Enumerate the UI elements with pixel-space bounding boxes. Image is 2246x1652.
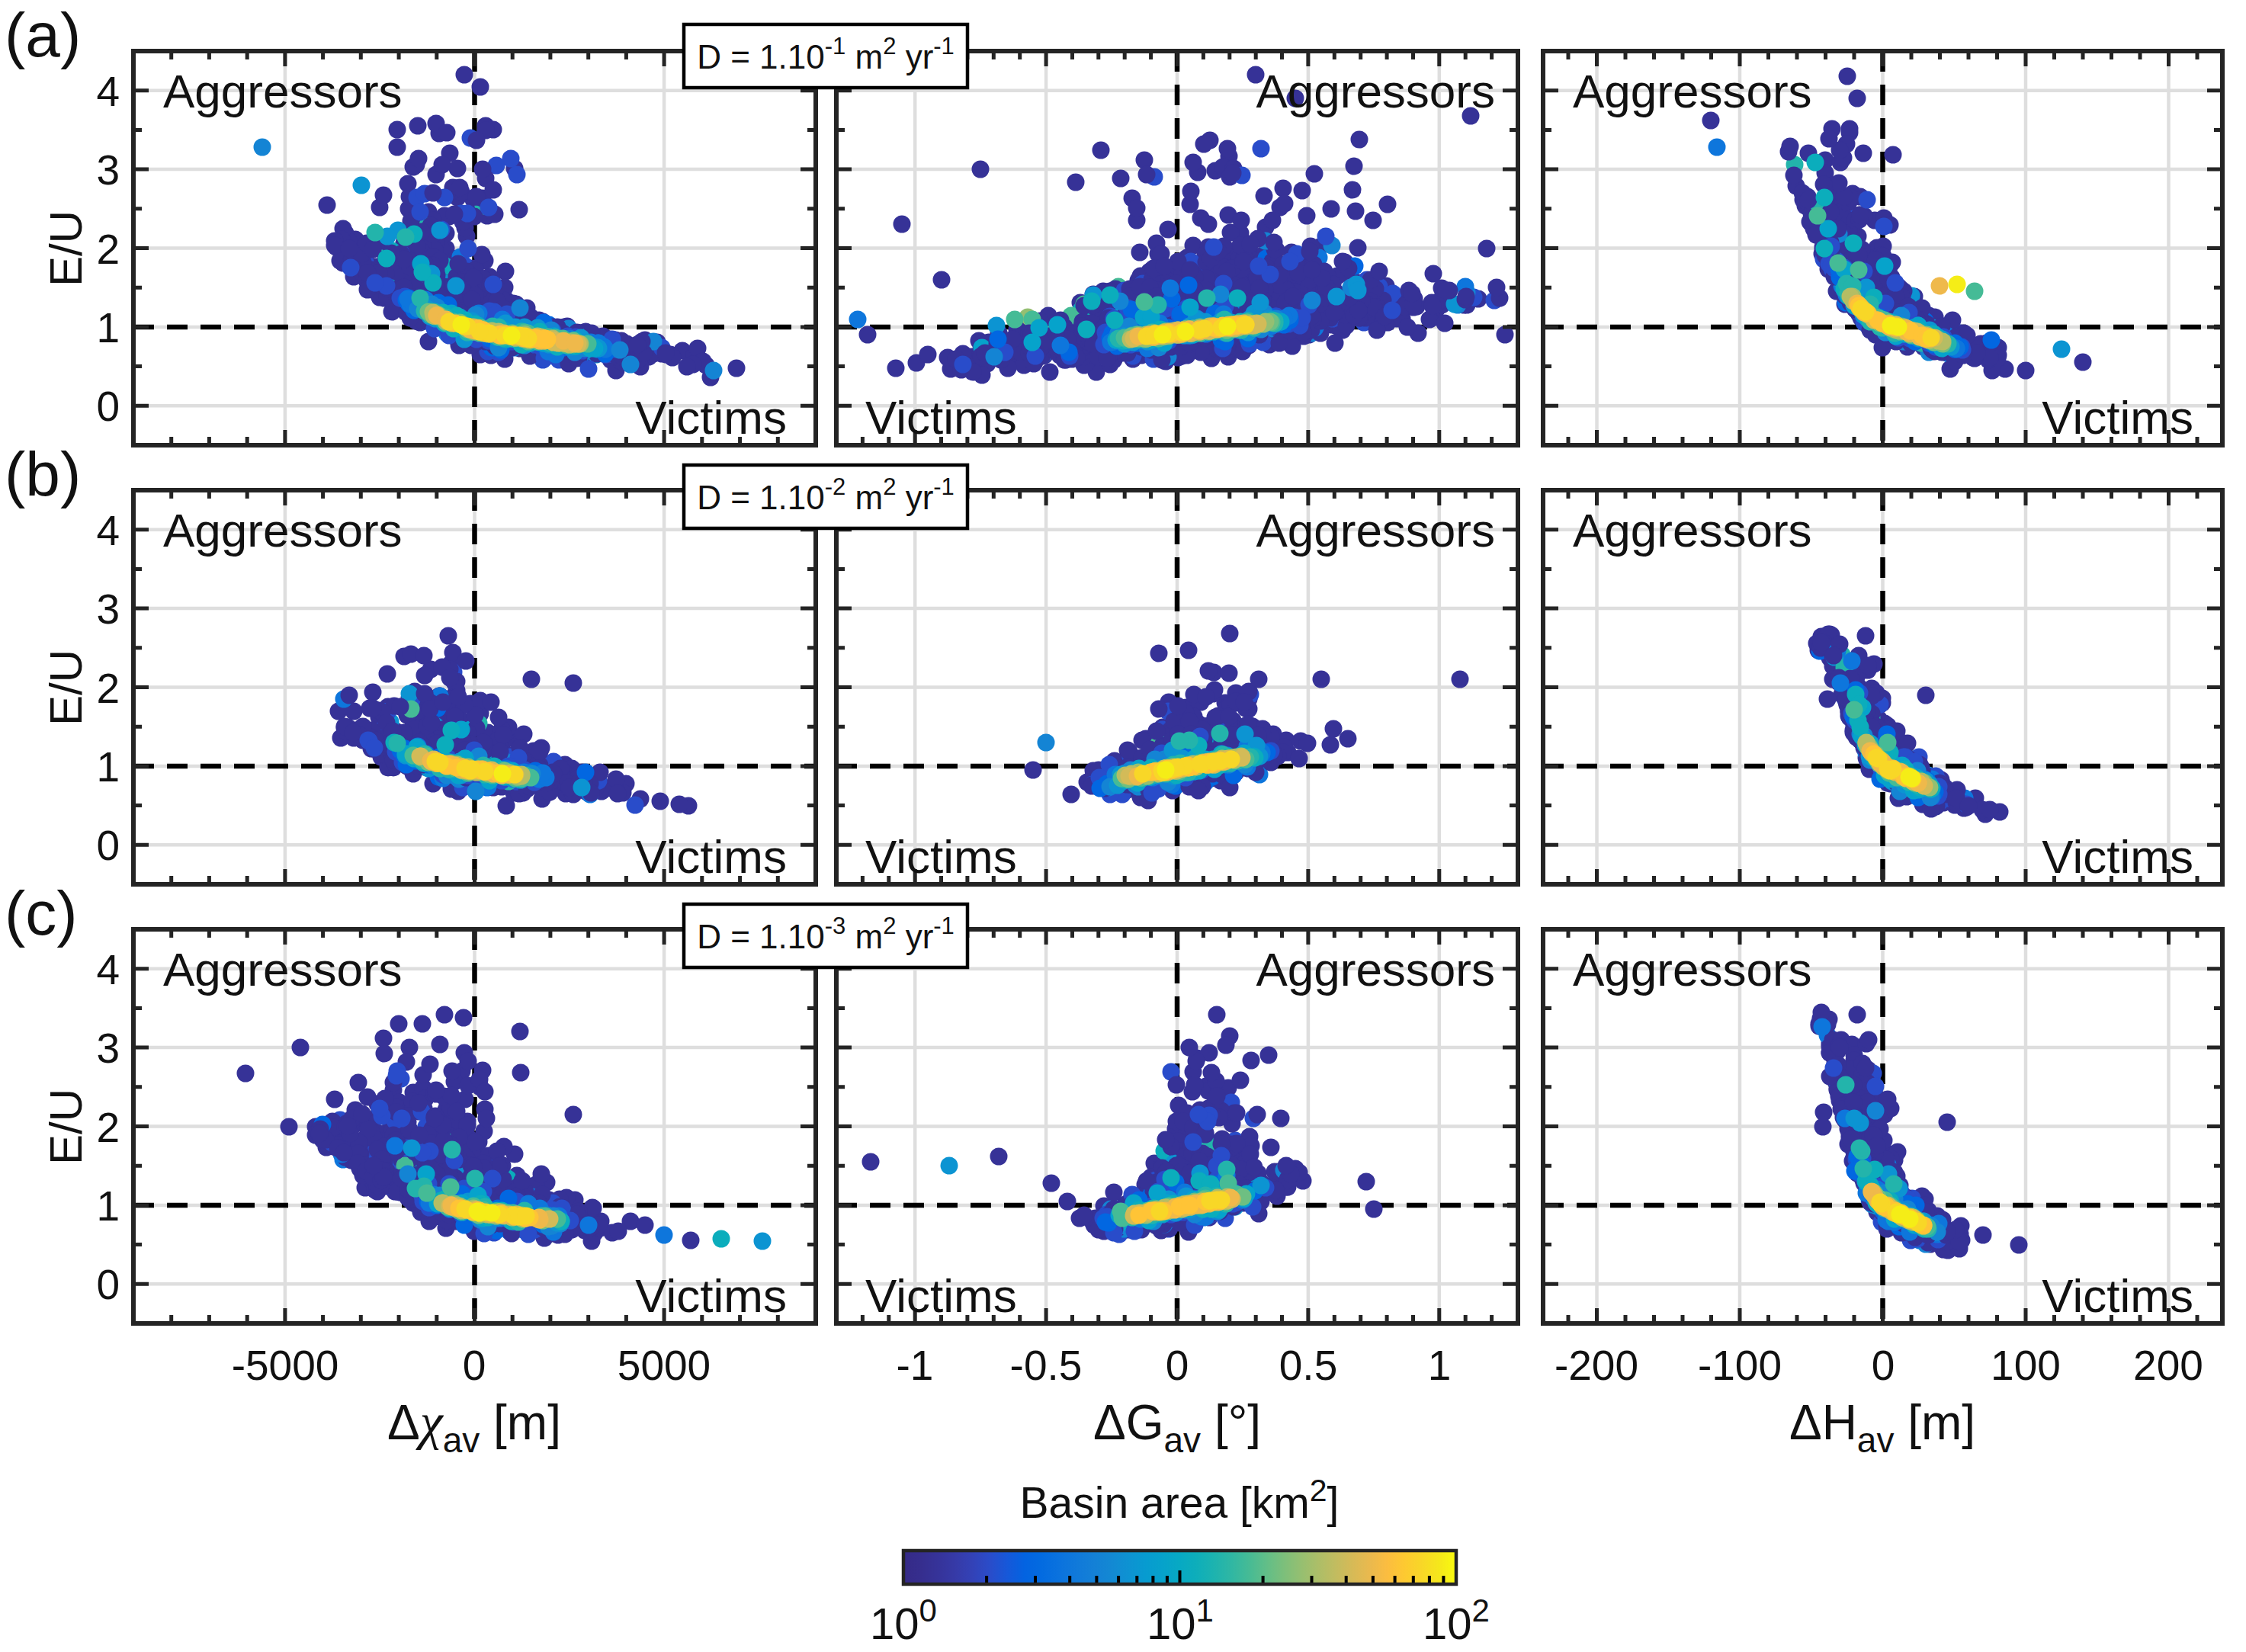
- svg-text:4: 4: [96, 946, 120, 993]
- svg-text:Aggressors: Aggressors: [163, 504, 403, 557]
- svg-text:1: 1: [96, 1182, 120, 1230]
- svg-text:Victims: Victims: [635, 830, 787, 883]
- svg-text:Aggressors: Aggressors: [1573, 943, 1812, 996]
- svg-text:(a): (a): [5, 0, 81, 69]
- svg-text:200: 200: [2133, 1342, 2203, 1389]
- svg-text:3: 3: [96, 146, 120, 194]
- svg-text:2: 2: [96, 665, 120, 712]
- svg-text:Basin area [km2]: Basin area [km2]: [1020, 1473, 1340, 1527]
- svg-text:Aggressors: Aggressors: [1256, 504, 1495, 557]
- svg-text:1: 1: [96, 304, 120, 351]
- svg-text:0: 0: [1872, 1342, 1895, 1389]
- svg-text:Aggressors: Aggressors: [1573, 504, 1812, 557]
- svg-text:Aggressors: Aggressors: [1573, 65, 1812, 117]
- svg-text:Victims: Victims: [2042, 830, 2193, 883]
- svg-text:-200: -200: [1555, 1342, 1638, 1389]
- svg-text:-5000: -5000: [232, 1342, 339, 1389]
- svg-text:4: 4: [96, 68, 120, 115]
- svg-text:Victims: Victims: [635, 391, 787, 444]
- svg-text:100: 100: [1991, 1342, 2061, 1389]
- svg-text:1: 1: [96, 743, 120, 791]
- svg-text:0: 0: [96, 822, 120, 869]
- svg-text:2: 2: [96, 1104, 120, 1151]
- svg-text:E/U: E/U: [40, 210, 91, 287]
- svg-text:1: 1: [1428, 1342, 1452, 1389]
- svg-text:4: 4: [96, 507, 120, 554]
- svg-text:Aggressors: Aggressors: [1256, 65, 1495, 117]
- svg-text:-0.5: -0.5: [1010, 1342, 1083, 1389]
- svg-text:0: 0: [463, 1342, 486, 1389]
- svg-text:Aggressors: Aggressors: [163, 943, 403, 996]
- svg-text:3: 3: [96, 1025, 120, 1072]
- svg-text:E/U: E/U: [40, 1089, 91, 1165]
- svg-text:(b): (b): [5, 439, 81, 508]
- svg-text:Aggressors: Aggressors: [163, 65, 403, 117]
- svg-text:0: 0: [96, 383, 120, 430]
- svg-text:-1: -1: [897, 1342, 934, 1389]
- svg-text:0: 0: [1166, 1342, 1189, 1389]
- svg-text:5000: 5000: [618, 1342, 711, 1389]
- svg-text:Victims: Victims: [2042, 1269, 2193, 1322]
- svg-text:(c): (c): [5, 878, 78, 948]
- svg-text:Victims: Victims: [635, 1269, 787, 1322]
- svg-text:Aggressors: Aggressors: [1256, 943, 1495, 996]
- svg-text:Victims: Victims: [865, 830, 1017, 883]
- svg-text:0: 0: [96, 1261, 120, 1308]
- svg-text:0.5: 0.5: [1279, 1342, 1337, 1389]
- svg-text:Victims: Victims: [865, 1269, 1017, 1322]
- svg-text:Victims: Victims: [865, 391, 1017, 444]
- svg-text:Victims: Victims: [2042, 391, 2193, 444]
- svg-text:E/U: E/U: [40, 650, 91, 726]
- svg-text:-100: -100: [1698, 1342, 1782, 1389]
- svg-text:2: 2: [96, 226, 120, 273]
- svg-text:3: 3: [96, 585, 120, 633]
